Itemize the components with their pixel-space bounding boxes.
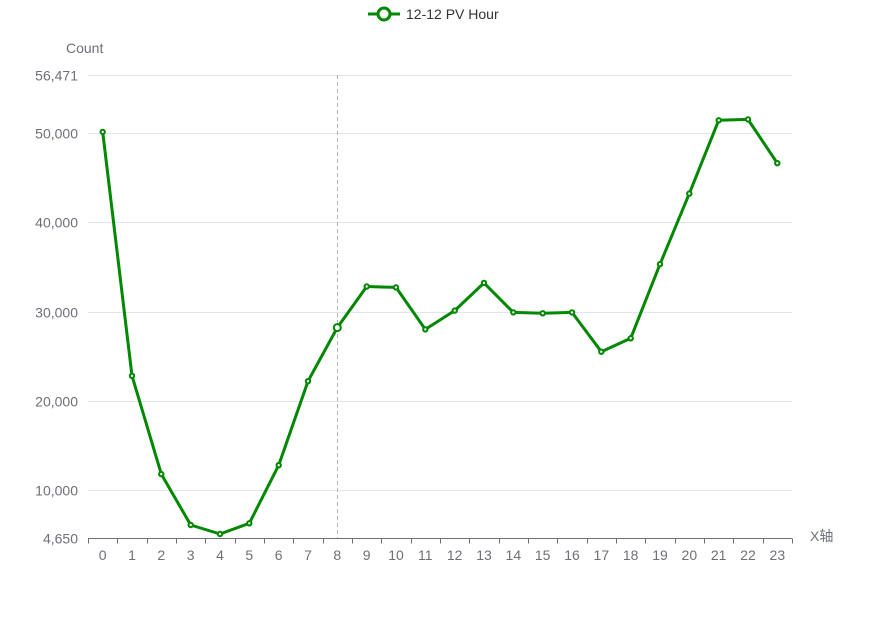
data-point[interactable] xyxy=(744,116,752,123)
data-point[interactable] xyxy=(392,284,400,291)
legend-label: 12-12 PV Hour xyxy=(406,6,499,22)
data-point[interactable] xyxy=(656,261,664,268)
x-tick-label: 10 xyxy=(388,547,404,563)
x-tick-label: 8 xyxy=(333,547,341,563)
data-point[interactable] xyxy=(363,283,370,290)
legend[interactable]: 12-12 PV Hour xyxy=(368,6,499,22)
data-point[interactable] xyxy=(99,128,106,136)
x-tick-label: 3 xyxy=(187,547,195,563)
x-tick-label: 21 xyxy=(711,547,727,563)
y-axis: 4,650 10,000 20,000 30,000 40,000 50,000 56,47… xyxy=(35,68,78,547)
data-point[interactable] xyxy=(275,462,282,469)
data-point[interactable] xyxy=(158,470,165,478)
x-tick-label: 12 xyxy=(447,547,463,563)
series-line[interactable] xyxy=(101,117,779,536)
x-axis: 0 1 2 3 4 5 6 7 8 9 10 11 12 13 14 15 16 17 18 19 20 21 22 23 xyxy=(88,538,793,563)
legend-marker-icon xyxy=(376,6,392,22)
x-tick-label: 5 xyxy=(245,547,253,563)
x-tick-label: 18 xyxy=(623,547,639,563)
x-tick-label: 20 xyxy=(682,547,698,563)
data-point[interactable] xyxy=(451,307,458,314)
data-point[interactable] xyxy=(128,372,136,379)
data-point[interactable] xyxy=(715,117,722,124)
y-axis-name: Count xyxy=(66,40,103,56)
x-tick-label: 17 xyxy=(594,547,610,563)
data-point[interactable] xyxy=(568,309,576,316)
x-tick-label: 1 xyxy=(128,547,136,563)
x-tick-label: 4 xyxy=(216,547,224,563)
x-tick-label: 7 xyxy=(304,547,312,563)
y-tick-label: 40,000 xyxy=(35,215,78,231)
x-tick-label: 2 xyxy=(157,547,165,563)
x-tick-label: 6 xyxy=(275,547,283,563)
x-axis-name: X轴 xyxy=(810,528,833,544)
x-tick-label: 14 xyxy=(506,547,522,563)
grid-lines xyxy=(88,75,792,491)
x-tick-label: 0 xyxy=(99,547,107,563)
data-point[interactable] xyxy=(422,326,429,333)
x-tick-label: 23 xyxy=(770,547,786,563)
y-tick-label: 10,000 xyxy=(35,483,78,499)
data-point[interactable] xyxy=(332,323,342,333)
x-tick-label: 19 xyxy=(652,547,668,563)
y-tick-label: 30,000 xyxy=(35,305,78,321)
data-point[interactable] xyxy=(627,335,634,342)
data-point[interactable] xyxy=(246,520,253,527)
x-tick-label: 9 xyxy=(363,547,371,563)
data-point[interactable] xyxy=(774,160,781,167)
x-tick-label: 22 xyxy=(740,547,756,563)
y-tick-label: 4,650 xyxy=(43,531,78,547)
data-point[interactable] xyxy=(216,530,224,538)
x-tick-label: 15 xyxy=(535,547,551,563)
data-point[interactable] xyxy=(539,310,546,317)
x-tick-label: 16 xyxy=(564,547,580,563)
y-tick-label: 56,471 xyxy=(35,68,78,84)
data-point[interactable] xyxy=(598,348,605,355)
data-point[interactable] xyxy=(187,521,194,529)
data-point[interactable] xyxy=(686,190,693,197)
data-point[interactable] xyxy=(510,309,517,316)
x-tick-label: 13 xyxy=(476,547,492,563)
y-tick-label: 20,000 xyxy=(35,394,78,410)
data-point[interactable] xyxy=(480,279,488,287)
x-tick-label: 11 xyxy=(418,547,433,563)
y-tick-label: 50,000 xyxy=(35,126,78,142)
series-12-12-pv-hour[interactable] xyxy=(99,116,781,538)
data-point[interactable] xyxy=(304,378,312,385)
